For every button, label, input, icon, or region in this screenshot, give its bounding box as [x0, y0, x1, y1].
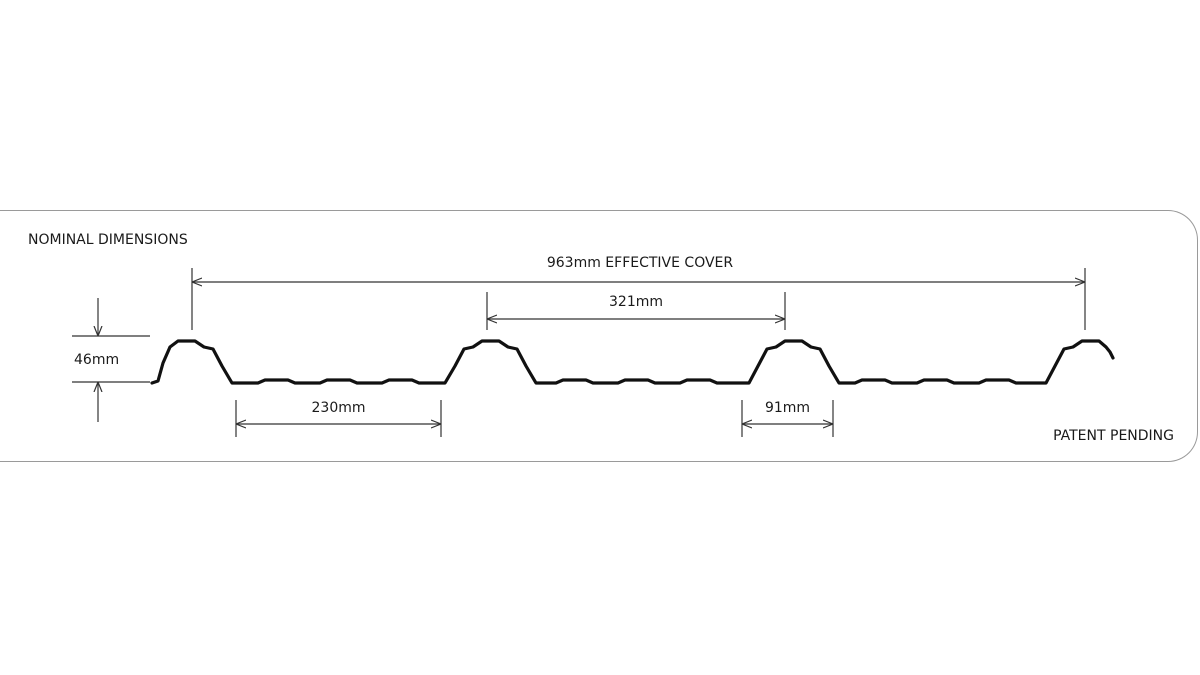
- rib-base-width-label: 91mm: [764, 400, 811, 416]
- diagram-title: NOMINAL DIMENSIONS: [28, 232, 188, 248]
- sheet-profile: [150, 339, 1115, 385]
- pan-width-label: 230mm: [311, 400, 366, 416]
- pan-width-dimension: [235, 400, 442, 437]
- rib-height-label: 46mm: [74, 352, 120, 368]
- effective-cover-dimension: [191, 268, 1086, 330]
- rib-height-dimension: [72, 298, 150, 422]
- effective-cover-label: 963mm EFFECTIVE COVER: [546, 255, 734, 271]
- diagram-frame: [0, 210, 1198, 462]
- rib-pitch-label: 321mm: [609, 294, 663, 310]
- rib-base-width-dimension: [741, 400, 834, 437]
- rib-pitch-dimension: [486, 292, 786, 330]
- patent-pending-label: PATENT PENDING: [1053, 428, 1174, 444]
